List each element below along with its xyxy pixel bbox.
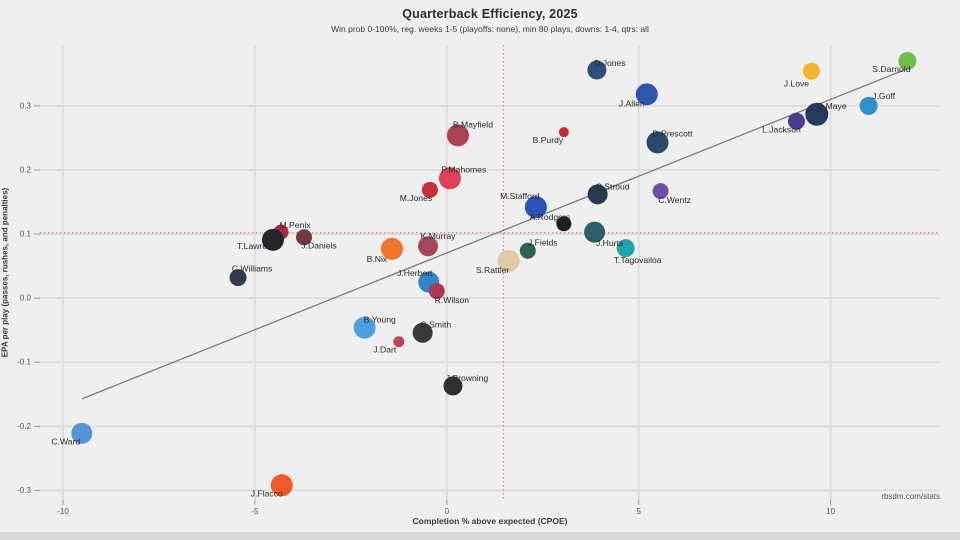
x-tick-label: -5 — [251, 507, 259, 516]
data-point-label-s-rattler: S.Rattler — [476, 265, 510, 275]
x-tick-label: 5 — [636, 507, 641, 516]
data-point-t-tagovailoa — [616, 239, 635, 258]
data-point-label-d-maye: D.Maye — [817, 101, 847, 111]
data-point-label-j-dart: J.Dart — [373, 345, 397, 355]
y-tick-label: 0.2 — [20, 165, 32, 174]
data-point-label-m-stafford: M.Stafford — [500, 191, 540, 201]
data-point-k-murray — [418, 236, 439, 257]
data-point-label-l-jackson: L.Jackson — [762, 124, 801, 134]
data-point-label-j-love: J.Love — [784, 78, 810, 88]
data-point-label-j-goff: J.Goff — [872, 91, 895, 101]
data-point-label-d-jones: D.Jones — [594, 58, 626, 68]
y-tick-label: 0.0 — [20, 294, 32, 303]
data-point-label-b-purdy: B.Purdy — [533, 135, 564, 145]
data-point-j-fields — [519, 242, 536, 259]
data-point-label-g-smith: G.Smith — [420, 320, 451, 330]
data-point-j-allen — [635, 83, 658, 106]
data-point-r-wilson — [428, 283, 445, 300]
data-point-label-m-jones: M.Jones — [400, 193, 432, 203]
data-point-label-b-young: B.Young — [364, 315, 396, 325]
data-point-j-hurts — [584, 221, 606, 243]
data-point-c-williams — [229, 269, 247, 287]
data-point-label-j-fields: J.Fields — [528, 238, 558, 248]
data-point-label-c-stroud: C.Stroud — [596, 181, 630, 191]
y-tick-label: 0.1 — [20, 230, 32, 239]
data-point-label-t-tagovailoa: T.Tagovailoa — [614, 255, 662, 265]
y-tick-label: -0.3 — [17, 486, 31, 495]
data-point-g-smith — [412, 322, 433, 343]
data-point-b-young — [353, 316, 376, 339]
data-point-l-jackson — [787, 112, 805, 130]
data-point-b-purdy — [558, 127, 569, 138]
chart-title: Quarterback Efficiency, 2025 — [402, 7, 578, 21]
data-point-label-c-ward: C.Ward — [51, 436, 80, 446]
chart-subtitle: Win prob 0-100%, reg. weeks 1-5 (playoff… — [331, 24, 649, 34]
data-point-j-dart — [393, 336, 405, 348]
data-point-label-c-wentz: C.Wentz — [658, 195, 691, 205]
data-point-label-k-murray: K.Murray — [421, 231, 457, 241]
data-point-label-p-mahomes: P.Mahomes — [442, 164, 487, 174]
x-axis-label: Completion % above expected (CPOE) — [412, 516, 568, 526]
y-tick-label: -0.2 — [17, 422, 31, 431]
data-point-label-a-rodgers: A.Rodgers — [530, 212, 571, 222]
bottom-strip — [0, 532, 960, 540]
data-point-label-b-nix: B.Nix — [367, 254, 388, 264]
data-point-label-r-wilson: R.Wilson — [435, 295, 470, 305]
data-point-m-stafford — [524, 196, 547, 219]
watermark-text: rbsdm.com/stats — [881, 492, 940, 501]
data-point-m-jones — [421, 181, 438, 198]
data-point-c-stroud — [587, 184, 608, 205]
data-point-label-m-penix: M.Penix — [280, 220, 312, 230]
data-point-s-darnold — [898, 52, 917, 71]
data-point-label-d-prescott: D.Prescott — [652, 128, 693, 138]
data-point-c-ward — [71, 422, 93, 444]
x-tick-label: 10 — [826, 507, 835, 516]
data-point-j-browning — [443, 376, 463, 396]
data-point-label-s-darnold: S.Darnold — [872, 64, 910, 74]
data-point-label-j-browning: J.Browning — [446, 373, 489, 383]
data-point-d-prescott — [646, 131, 669, 154]
data-point-b-nix — [380, 237, 403, 260]
y-tick-label: 0.3 — [20, 101, 32, 110]
y-axis-label: EPA per play (passes, rushes, and penalt… — [0, 187, 10, 358]
data-point-label-j-flacco: J.Flacco — [251, 488, 283, 498]
data-point-t-lawrence — [261, 228, 284, 251]
data-point-label-t-lawrence: T.Lawrence — [237, 241, 281, 251]
data-point-j-goff — [859, 96, 878, 115]
data-point-j-flacco — [270, 474, 293, 497]
x-tick-label: -10 — [57, 507, 69, 516]
data-point-j-love — [802, 62, 820, 80]
data-point-p-mahomes — [438, 167, 461, 190]
data-point-label-j-daniels: J.Daniels — [301, 240, 336, 250]
y-tick-label: -0.1 — [17, 358, 31, 367]
data-point-j-daniels — [296, 229, 313, 246]
data-point-c-wentz — [652, 183, 669, 200]
data-point-b-mayfield — [446, 124, 469, 147]
data-point-label-c-williams: C.Williams — [232, 264, 273, 274]
data-point-s-rattler — [497, 249, 520, 272]
data-point-label-j-hurts: J.Hurts — [596, 238, 623, 248]
data-point-d-jones — [587, 60, 607, 80]
trend-line — [81, 68, 908, 400]
data-point-d-maye — [805, 102, 829, 126]
x-tick-label: 0 — [445, 507, 450, 516]
data-point-label-j-herbert: J.Herbert — [397, 268, 433, 278]
data-point-label-j-allen: J.Allen — [619, 98, 645, 108]
data-point-a-rodgers — [556, 216, 572, 232]
data-point-label-b-mayfield: B.Mayfield — [453, 119, 493, 129]
